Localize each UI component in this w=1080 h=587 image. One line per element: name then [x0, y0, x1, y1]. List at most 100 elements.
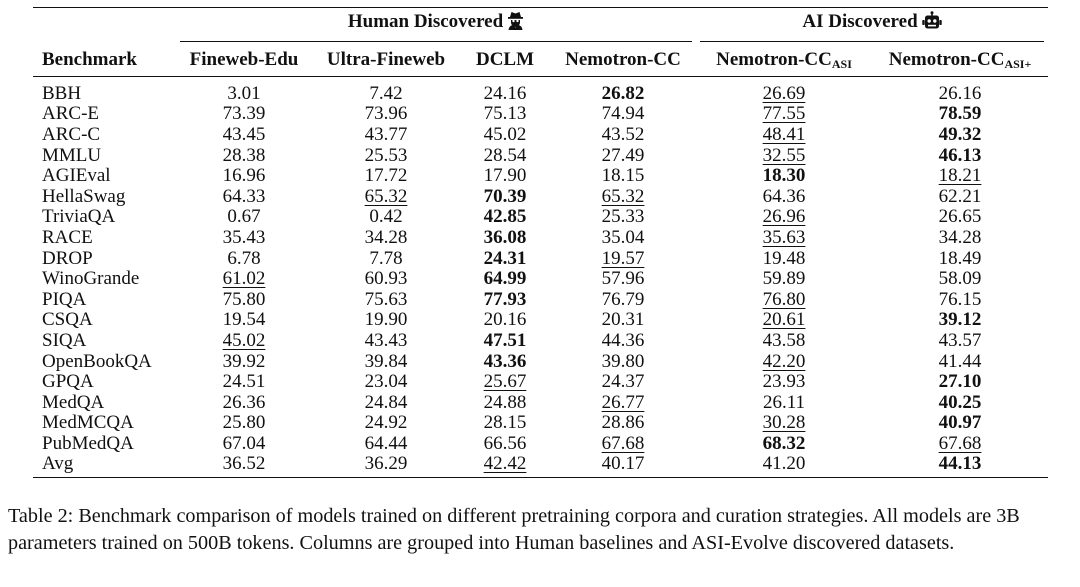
- score-cell-nemotron-cc: 20.31: [601, 309, 645, 331]
- score-cell-nemotron-cc: 40.17: [601, 453, 645, 475]
- benchmark-table-body: BBH 3.01 7.42 24.16 26.82 26.69 26.16 ARC-E 73.3…: [33, 77, 1049, 478]
- table-row: MMLU 28.38 25.53 28.54 27.49 32.55 46.13: [33, 145, 1048, 166]
- benchmark-name-cell: CSQA: [42, 309, 93, 331]
- benchmark-name-cell: Avg: [42, 453, 74, 475]
- table-row: RACE 35.43 34.28 36.08 35.04 35.63 34.28: [33, 227, 1048, 248]
- score-cell-fineweb-edu: 75.80: [222, 288, 266, 310]
- score-cell-dclm: 42.42: [483, 453, 527, 475]
- score-cell-nemotron-cc-asi: 26.96: [762, 206, 806, 228]
- score-cell-dclm: 77.93: [483, 288, 527, 310]
- score-cell-nemotron-cc-asi: 19.48: [762, 247, 806, 269]
- score-cell-nemotron-cc-asi: 68.32: [762, 432, 806, 454]
- table-row: SIQA 45.02 43.43 47.51 44.36 43.58 43.57: [33, 330, 1048, 351]
- score-cell-nemotron-cc-asi-plus: 27.10: [938, 371, 982, 393]
- score-cell-dclm: 24.31: [483, 247, 527, 269]
- score-cell-fineweb-edu: 0.67: [227, 206, 261, 228]
- score-cell-nemotron-cc-asi-plus: 18.49: [938, 247, 982, 269]
- benchmark-name-cell: OpenBookQA: [42, 350, 152, 372]
- score-cell-dclm: 70.39: [483, 185, 527, 207]
- table-row: MedQA 26.36 24.84 24.88 26.77 26.11 40.25: [33, 392, 1048, 413]
- score-cell-dclm: 28.15: [483, 412, 527, 434]
- benchmark-name-cell: ARC-E: [42, 103, 99, 125]
- score-cell-nemotron-cc-asi: 48.41: [762, 123, 806, 145]
- col-header-nemotron-cc: Nemotron-CC: [565, 49, 681, 70]
- score-cell-nemotron-cc: 39.80: [601, 350, 645, 372]
- score-cell-fineweb-edu: 61.02: [222, 268, 266, 290]
- score-cell-nemotron-cc: 26.77: [601, 391, 645, 413]
- benchmark-table-container: Human Discovered AI Discovered Benchmark…: [33, 7, 1049, 478]
- score-cell-dclm: 36.08: [483, 226, 527, 248]
- score-cell-nemotron-cc-asi: 35.63: [762, 226, 806, 248]
- score-cell-nemotron-cc-asi: 23.93: [762, 371, 806, 393]
- table-row: CSQA 19.54 19.90 20.16 20.31 20.61 39.12: [33, 310, 1048, 331]
- col-header-fineweb-edu: Fineweb-Edu: [189, 49, 299, 70]
- score-cell-fineweb-edu: 35.43: [222, 226, 266, 248]
- score-cell-nemotron-cc-asi: 30.28: [762, 412, 806, 434]
- score-cell-ultra-fineweb: 23.04: [364, 371, 408, 393]
- benchmark-table: Human Discovered AI Discovered Benchmark…: [33, 7, 1049, 478]
- score-cell-fineweb-edu: 67.04: [222, 432, 266, 454]
- score-cell-nemotron-cc: 19.57: [601, 247, 645, 269]
- score-cell-nemotron-cc-asi: 77.55: [762, 103, 806, 125]
- score-cell-dclm: 17.90: [483, 165, 527, 187]
- score-cell-fineweb-edu: 24.51: [222, 371, 266, 393]
- score-cell-nemotron-cc-asi-plus: 39.12: [938, 309, 982, 331]
- col-header-ultra-fineweb: Ultra-Fineweb: [326, 49, 446, 70]
- score-cell-ultra-fineweb: 0.42: [369, 206, 403, 228]
- score-cell-ultra-fineweb: 39.84: [364, 350, 408, 372]
- table-row: ARC-C 43.45 43.77 45.02 43.52 48.41 49.32: [33, 124, 1048, 145]
- benchmark-name-cell: DROP: [42, 247, 93, 269]
- table-row: PIQA 75.80 75.63 77.93 76.79 76.80 76.15: [33, 289, 1048, 310]
- score-cell-ultra-fineweb: 75.63: [364, 288, 408, 310]
- score-cell-ultra-fineweb: 34.28: [364, 226, 408, 248]
- score-cell-nemotron-cc-asi-plus: 26.65: [938, 206, 982, 228]
- score-cell-nemotron-cc-asi: 32.55: [762, 144, 806, 166]
- score-cell-nemotron-cc-asi-plus: 76.15: [938, 288, 982, 310]
- score-cell-nemotron-cc-asi-plus: 43.57: [938, 329, 982, 351]
- col-header-nemotron-cc-asi: Nemotron-CCASI: [696, 44, 872, 77]
- score-cell-fineweb-edu: 3.01: [227, 82, 261, 104]
- score-cell-nemotron-cc: 57.96: [601, 268, 645, 290]
- score-cell-dclm: 64.99: [483, 268, 527, 290]
- ai-group-label: AI Discovered: [802, 10, 918, 32]
- score-cell-nemotron-cc: 43.52: [601, 123, 645, 145]
- score-cell-nemotron-cc-asi-plus: 78.59: [938, 103, 982, 125]
- score-cell-nemotron-cc: 18.15: [601, 165, 645, 187]
- score-cell-dclm: 24.88: [483, 391, 527, 413]
- score-cell-ultra-fineweb: 60.93: [364, 268, 408, 290]
- score-cell-ultra-fineweb: 17.72: [364, 165, 408, 187]
- score-cell-nemotron-cc-asi-plus: 58.09: [938, 268, 982, 290]
- score-cell-ultra-fineweb: 43.43: [364, 329, 408, 351]
- score-cell-nemotron-cc: 27.49: [601, 144, 645, 166]
- benchmark-name-cell: MedQA: [42, 391, 105, 413]
- table-row: HellaSwag 64.33 65.32 70.39 65.32 64.36 62.21: [33, 186, 1048, 207]
- score-cell-nemotron-cc-asi: 76.80: [762, 288, 806, 310]
- table-row: TriviaQA 0.67 0.42 42.85 25.33 26.96 26.65: [33, 207, 1048, 228]
- score-cell-nemotron-cc-asi: 59.89: [762, 268, 806, 290]
- score-cell-dclm: 43.36: [483, 350, 527, 372]
- score-cell-dclm: 66.56: [483, 432, 527, 454]
- benchmark-name-cell: PubMedQA: [42, 432, 134, 454]
- robot-icon: [921, 10, 942, 36]
- table-row: PubMedQA 67.04 64.44 66.56 67.68 68.32 67.68: [33, 433, 1048, 454]
- score-cell-ultra-fineweb: 7.42: [369, 82, 403, 104]
- score-cell-nemotron-cc: 28.86: [601, 412, 645, 434]
- score-cell-ultra-fineweb: 65.32: [364, 185, 408, 207]
- score-cell-ultra-fineweb: 7.78: [369, 247, 403, 269]
- table-row: DROP 6.78 7.78 24.31 19.57 19.48 18.49: [33, 248, 1048, 269]
- benchmark-name-cell: RACE: [42, 226, 93, 248]
- score-cell-fineweb-edu: 25.80: [222, 412, 266, 434]
- benchmark-name-cell: WinoGrande: [42, 268, 140, 290]
- benchmark-name-cell: PIQA: [42, 288, 87, 310]
- score-cell-nemotron-cc-asi-plus: 34.28: [938, 226, 982, 248]
- score-cell-dclm: 75.13: [483, 103, 527, 125]
- score-cell-fineweb-edu: 64.33: [222, 185, 266, 207]
- score-cell-nemotron-cc: 67.68: [601, 432, 645, 454]
- score-cell-dclm: 20.16: [483, 309, 527, 331]
- score-cell-nemotron-cc-asi: 41.20: [762, 453, 806, 475]
- score-cell-nemotron-cc: 44.36: [601, 329, 645, 351]
- user-secret-icon: [507, 11, 524, 36]
- col-header-nemotron-cc-asi-plus-sub: ASI+: [1004, 56, 1032, 71]
- score-cell-ultra-fineweb: 36.29: [364, 453, 408, 475]
- score-cell-nemotron-cc-asi-plus: 46.13: [938, 144, 982, 166]
